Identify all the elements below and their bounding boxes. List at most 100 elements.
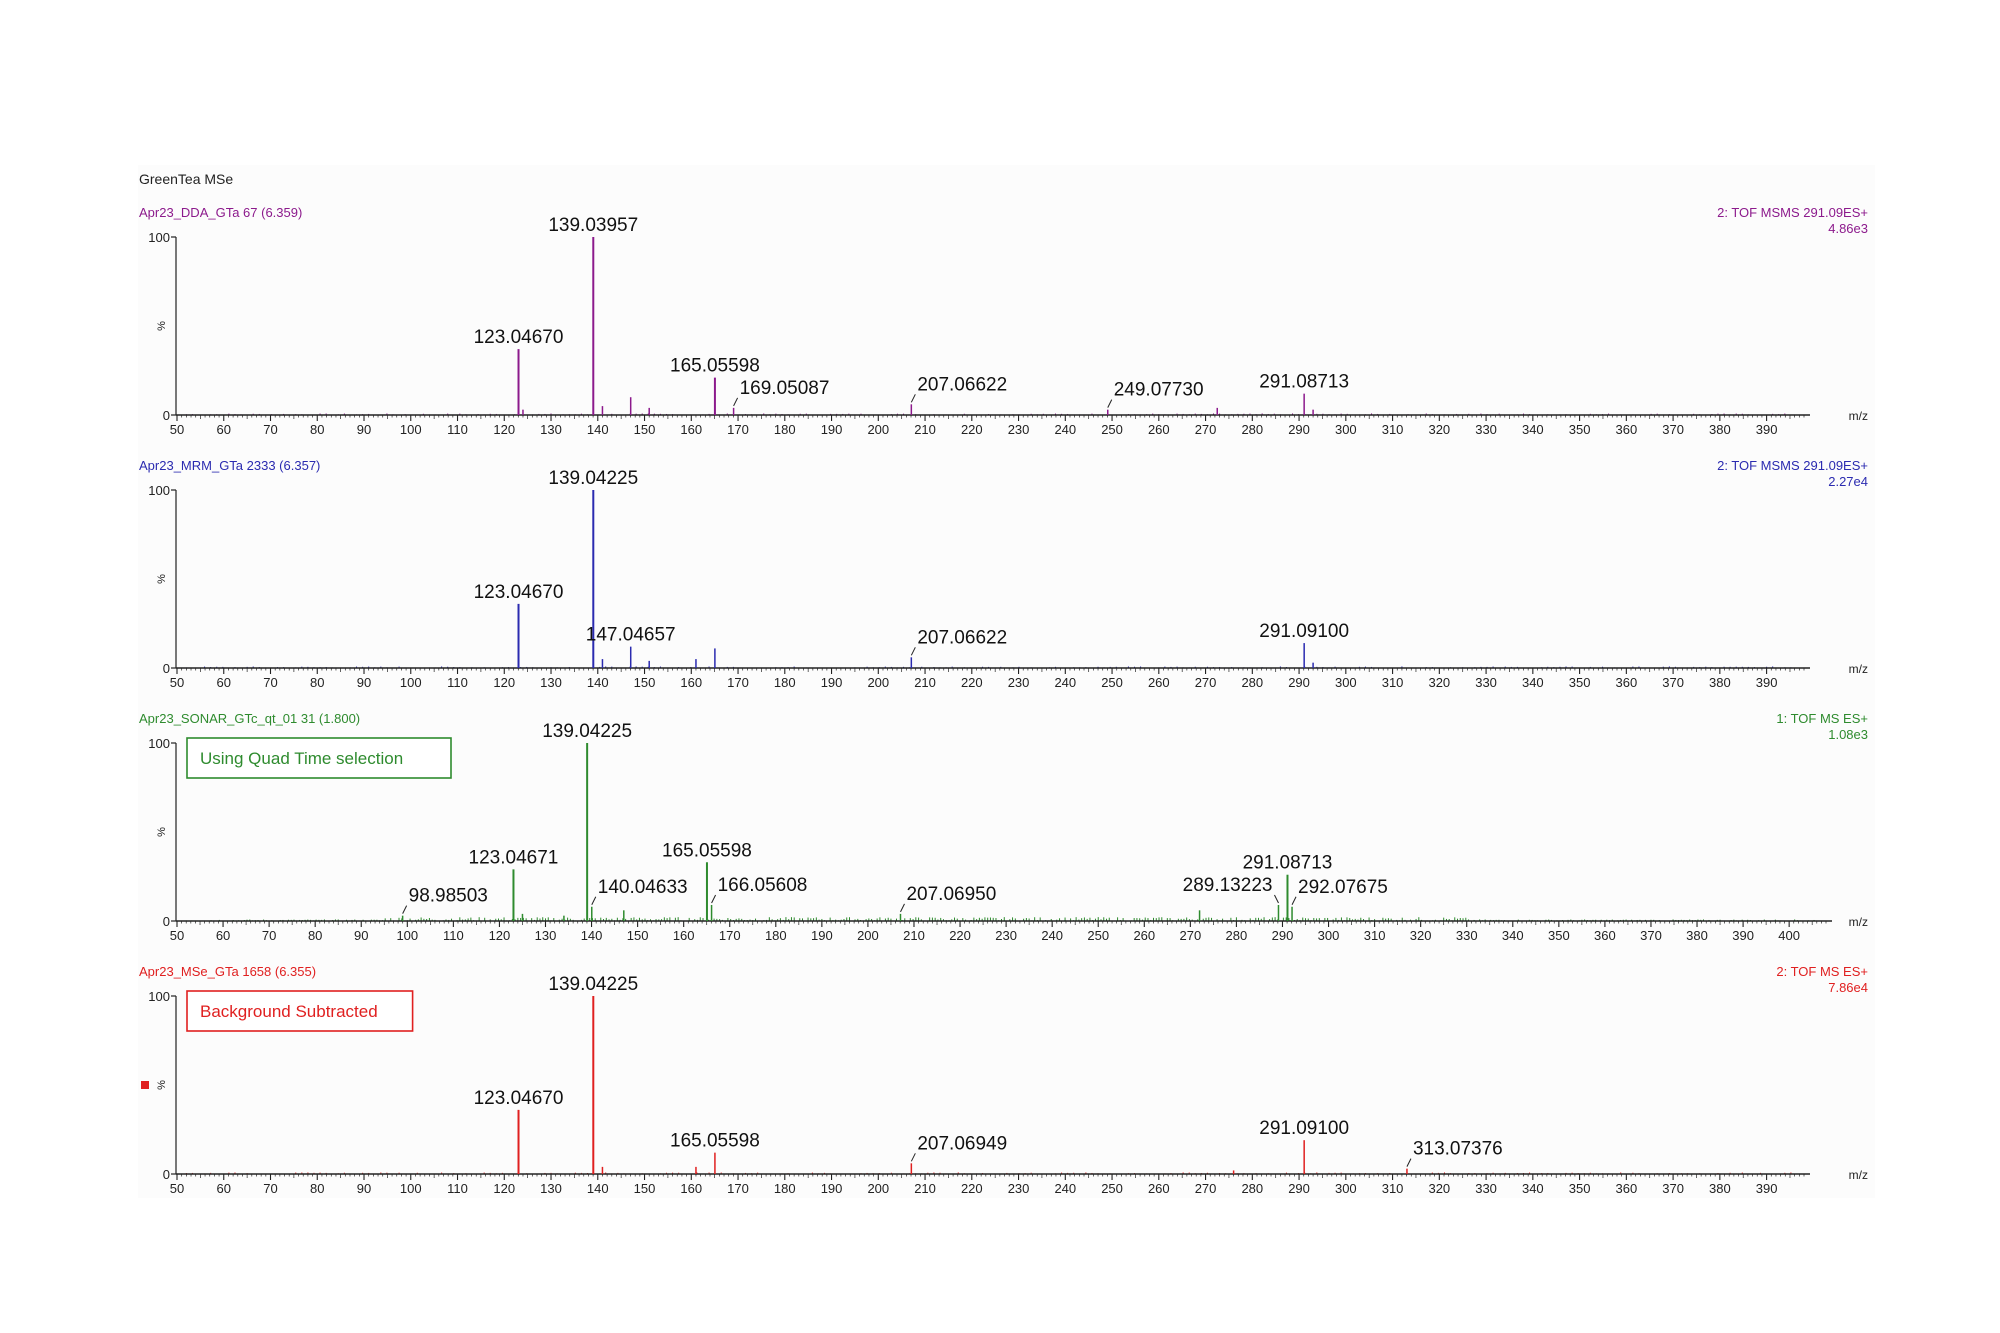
x-tick-label: 240	[1054, 675, 1076, 690]
x-tick-label: 190	[821, 675, 843, 690]
peak-label: 139.03957	[548, 215, 638, 236]
x-tick-label: 70	[263, 675, 277, 690]
x-tick-label: 320	[1428, 675, 1450, 690]
x-tick-label: 90	[357, 1181, 371, 1196]
x-tick-label: 130	[540, 422, 562, 437]
x-tick-label: 80	[310, 1181, 324, 1196]
x-tick-label: 380	[1686, 928, 1708, 943]
intensity-label: 7.86e4	[1828, 980, 1868, 995]
x-tick-label: 260	[1148, 675, 1170, 690]
x-tick-label: 200	[867, 675, 889, 690]
x-tick-label: 50	[170, 928, 184, 943]
x-tick-label: 170	[727, 675, 749, 690]
x-tick-label: 240	[1054, 422, 1076, 437]
x-axis-unit: m/z	[1849, 662, 1868, 676]
x-tick-label: 250	[1101, 1181, 1123, 1196]
x-tick-label: 190	[811, 928, 833, 943]
x-tick-label: 170	[719, 928, 741, 943]
spectrum-panel: Apr23_MRM_GTa 2333 (6.357) 2: TOF MSMS 29…	[139, 458, 1868, 690]
x-tick-label: 350	[1569, 422, 1591, 437]
x-tick-label: 160	[680, 422, 702, 437]
peak-label: 169.05087	[740, 378, 830, 399]
x-tick-label: 200	[857, 928, 879, 943]
x-tick-label: 110	[447, 675, 468, 690]
x-tick-label: 90	[357, 675, 371, 690]
x-tick-label: 70	[263, 422, 277, 437]
x-tick-label: 190	[821, 422, 843, 437]
x-tick-label: 330	[1456, 928, 1478, 943]
x-tick-label: 180	[774, 422, 796, 437]
x-tick-label: 370	[1662, 1181, 1684, 1196]
x-tick-label: 90	[354, 928, 368, 943]
x-tick-label: 280	[1226, 928, 1248, 943]
x-tick-label: 370	[1662, 675, 1684, 690]
peak-label: 207.06622	[917, 374, 1007, 395]
x-tick-label: 190	[821, 1181, 843, 1196]
y-tick-label: 0	[163, 914, 170, 929]
x-tick-label: 320	[1428, 422, 1450, 437]
x-tick-label: 300	[1318, 928, 1340, 943]
x-tick-label: 100	[396, 928, 418, 943]
peak-label: 291.09100	[1259, 621, 1349, 642]
x-axis-unit: m/z	[1849, 409, 1868, 423]
peak-label: 289.13223	[1183, 875, 1273, 896]
x-tick-label: 390	[1756, 675, 1778, 690]
peak-label: 166.05608	[718, 875, 808, 896]
x-tick-label: 150	[634, 422, 656, 437]
x-axis-unit: m/z	[1849, 915, 1868, 929]
x-tick-label: 350	[1569, 1181, 1591, 1196]
x-tick-label: 370	[1662, 422, 1684, 437]
peak-label: 139.04225	[548, 974, 638, 995]
x-tick-label: 260	[1148, 422, 1170, 437]
x-tick-label: 130	[540, 1181, 562, 1196]
x-tick-label: 140	[587, 675, 609, 690]
x-tick-label: 300	[1335, 675, 1357, 690]
x-tick-label: 250	[1087, 928, 1109, 943]
x-tick-label: 220	[949, 928, 971, 943]
y-tick-label: 100	[148, 989, 170, 1004]
x-tick-label: 340	[1502, 928, 1524, 943]
x-tick-label: 120	[493, 675, 515, 690]
x-tick-label: 110	[447, 1181, 468, 1196]
peak-label: 207.06622	[917, 627, 1007, 648]
x-tick-label: 220	[961, 422, 983, 437]
peak-label-leader	[591, 896, 597, 905]
y-tick-label: 100	[148, 736, 170, 751]
annotation-text: Using Quad Time selection	[200, 749, 403, 768]
x-tick-label: 120	[493, 422, 515, 437]
x-tick-label: 390	[1756, 422, 1778, 437]
function-label: 2: TOF MSMS 291.09ES+	[1717, 205, 1868, 220]
scan-label: Apr23_MSe_GTa 1658 (6.355)	[139, 964, 316, 979]
x-tick-label: 150	[634, 1181, 656, 1196]
x-tick-label: 150	[627, 928, 649, 943]
x-tick-label: 340	[1522, 675, 1544, 690]
x-tick-label: 110	[443, 928, 464, 943]
x-tick-label: 60	[216, 928, 230, 943]
peak-label: 123.04671	[469, 847, 559, 868]
function-label: 2: TOF MS ES+	[1776, 964, 1868, 979]
x-tick-label: 280	[1241, 675, 1263, 690]
x-tick-label: 380	[1709, 675, 1731, 690]
peak-label: 291.09100	[1259, 1118, 1349, 1139]
x-tick-label: 60	[217, 422, 231, 437]
x-tick-label: 310	[1382, 675, 1404, 690]
x-tick-label: 270	[1195, 422, 1217, 437]
x-tick-label: 310	[1364, 928, 1386, 943]
x-tick-label: 160	[680, 1181, 702, 1196]
x-tick-label: 240	[1041, 928, 1063, 943]
x-tick-label: 230	[1008, 422, 1030, 437]
x-tick-label: 80	[310, 675, 324, 690]
intensity-label: 4.86e3	[1828, 221, 1868, 236]
peak-label-leader	[910, 394, 916, 403]
x-tick-label: 270	[1195, 675, 1217, 690]
x-tick-label: 360	[1615, 1181, 1637, 1196]
x-tick-label: 50	[170, 675, 184, 690]
x-tick-label: 140	[587, 1181, 609, 1196]
scan-label: Apr23_DDA_GTa 67 (6.359)	[139, 205, 302, 220]
y-tick-label: 100	[148, 230, 170, 245]
x-tick-label: 160	[680, 675, 702, 690]
peak-label: 139.04225	[548, 468, 638, 489]
spectrum-panel: Apr23_SONAR_GTc_qt_01 31 (1.800) 1: TOF M…	[139, 711, 1868, 943]
x-tick-label: 270	[1180, 928, 1202, 943]
x-tick-label: 140	[587, 422, 609, 437]
